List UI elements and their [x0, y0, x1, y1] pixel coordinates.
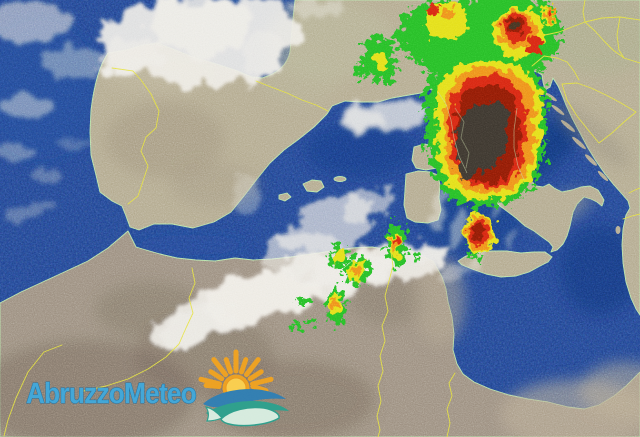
- sun-rays-icon: [198, 349, 274, 394]
- abruzzometeo-logo: AbruzzoMeteo: [26, 349, 289, 427]
- fish-body-icon: [220, 406, 280, 427]
- logo-wordmark: AbruzzoMeteo: [26, 378, 196, 410]
- wave-blue-icon: [203, 389, 286, 408]
- fish-tail-icon: [204, 406, 223, 422]
